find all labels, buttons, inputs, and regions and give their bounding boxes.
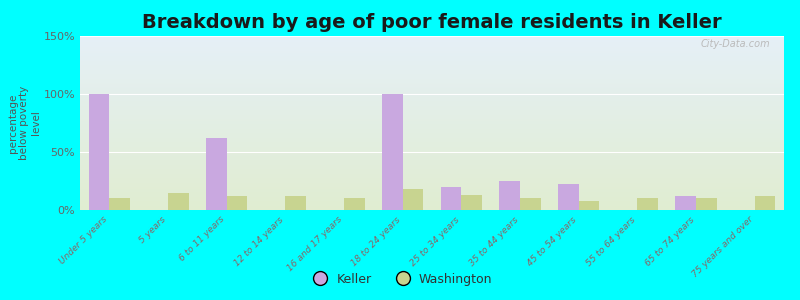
Y-axis label: percentage
below poverty
level: percentage below poverty level <box>7 86 41 160</box>
Bar <box>402 189 423 210</box>
Bar <box>499 181 520 210</box>
Bar <box>168 193 189 210</box>
Bar <box>110 198 130 210</box>
Bar <box>578 201 599 210</box>
Bar <box>226 196 247 210</box>
Bar <box>382 94 402 210</box>
Bar <box>286 196 306 210</box>
Bar <box>696 198 717 210</box>
Title: Breakdown by age of poor female residents in Keller: Breakdown by age of poor female resident… <box>142 13 722 32</box>
Text: City-Data.com: City-Data.com <box>700 40 770 50</box>
Bar <box>89 94 110 210</box>
Bar <box>441 187 462 210</box>
Bar <box>520 198 541 210</box>
Bar <box>638 198 658 210</box>
Bar <box>462 195 482 210</box>
Bar <box>344 198 365 210</box>
Bar <box>675 196 696 210</box>
Bar <box>206 138 226 210</box>
Bar <box>558 184 578 210</box>
Legend: Keller, Washington: Keller, Washington <box>302 268 498 291</box>
Bar <box>754 196 775 210</box>
